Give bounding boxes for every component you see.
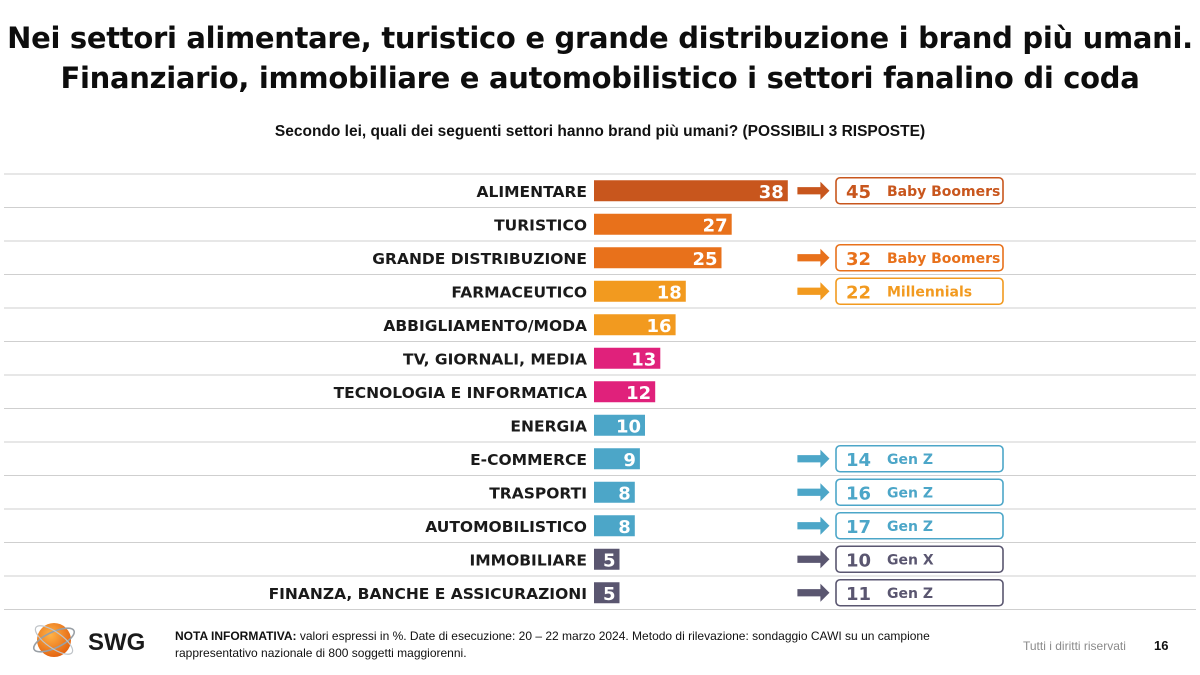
bar [594,213,732,235]
title-line-1: Nei settori alimentare, turistico e gran… [7,21,1193,55]
bar [594,448,640,470]
value-label: 9 [623,450,636,471]
bar [594,347,661,369]
value-label: 5 [603,550,616,571]
swg-logo: SWG [30,615,160,670]
note-text: valori espressi in %. Date di esecuzione… [175,629,930,660]
category-label: TECNOLOGIA E INFORMATICA [334,384,587,402]
callout-group: Gen X [887,552,934,568]
callout-box [835,243,1004,272]
bar [594,314,676,336]
callout-box [835,478,1004,507]
value-label: 16 [647,316,672,337]
callout-value: 10 [846,550,871,571]
callout-arrow-icon [796,548,831,571]
bar [594,414,645,436]
callout-group: Gen Z [887,586,933,602]
value-label: 27 [703,215,728,236]
bar [594,582,620,604]
category-label: FINANZA, BANCHE E ASSICURAZIONI [269,585,587,603]
callout-group: Gen Z [887,452,933,468]
category-label: ALIMENTARE [476,183,587,201]
value-label: 8 [618,517,631,538]
callout-arrow-icon [796,179,831,202]
callout-box [835,444,1004,473]
callout-value: 32 [846,249,871,270]
callout-box [835,578,1004,607]
page-title: Nei settori alimentare, turistico e gran… [0,18,1200,98]
callout-group: Baby Boomers [887,184,1000,200]
bar [594,247,722,269]
chart-question: Secondo lei, quali dei seguenti settori … [274,123,926,140]
note-label: NOTA INFORMATIVA: [175,629,297,643]
category-label: IMMOBILIARE [469,551,587,569]
category-label: AUTOMOBILISTICO [425,518,587,536]
callout-value: 45 [846,182,871,203]
category-label: ABBIGLIAMENTO/MODA [383,317,587,335]
info-note: NOTA INFORMATIVA: valori espressi in %. … [175,628,975,662]
bar [594,515,635,537]
callout-arrow-icon [796,280,831,303]
callout-arrow-icon [796,481,831,504]
callout-box [835,545,1004,574]
callout-value: 22 [846,282,871,303]
callout-box [835,176,1004,205]
callout-value: 16 [846,483,871,504]
value-label: 5 [603,584,616,605]
logo-text: SWG [88,629,145,656]
bar [594,381,656,403]
value-label: 25 [692,249,717,270]
callout-value: 11 [846,584,871,605]
category-label: TURISTICO [494,216,587,234]
bar-chart: ALIMENTARE 38 TURISTICO 27 GRANDE DISTRIBUZI… [4,173,1196,610]
category-label: TRASPORTI [489,484,587,502]
callout-group: Millennials [887,284,972,300]
callout-arrow-icon [796,581,831,604]
callout-value: 14 [846,450,871,471]
category-label: ENERGIA [510,417,587,435]
value-label: 18 [657,282,682,303]
category-label: FARMACEUTICO [451,283,587,301]
callout-arrow-icon [796,246,831,269]
title-line-2: Finanziario, immobiliare e automobilisti… [60,61,1140,95]
callout-arrow-icon [796,514,831,537]
bar [594,280,686,302]
category-label: GRANDE DISTRIBUZIONE [372,250,587,268]
category-label: E-COMMERCE [470,451,587,469]
value-label: 10 [616,416,641,437]
bar [594,180,788,202]
callout-group: Baby Boomers [887,251,1000,267]
value-label: 38 [759,182,784,203]
page-number: 16 [1154,638,1169,653]
value-label: 13 [631,349,656,370]
bar [594,548,620,570]
callout-arrow-icon [796,447,831,470]
callout-group: Gen Z [887,519,933,535]
rights-text: Tutti i diritti riservati [1023,639,1126,653]
callout-group: Gen Z [887,485,933,501]
category-label: TV, GIORNALI, MEDIA [403,350,587,368]
bar [594,481,635,503]
value-label: 8 [618,483,631,504]
value-label: 12 [626,383,651,404]
callout-box [835,277,1004,306]
callout-value: 17 [846,517,871,538]
callout-box [835,511,1004,540]
